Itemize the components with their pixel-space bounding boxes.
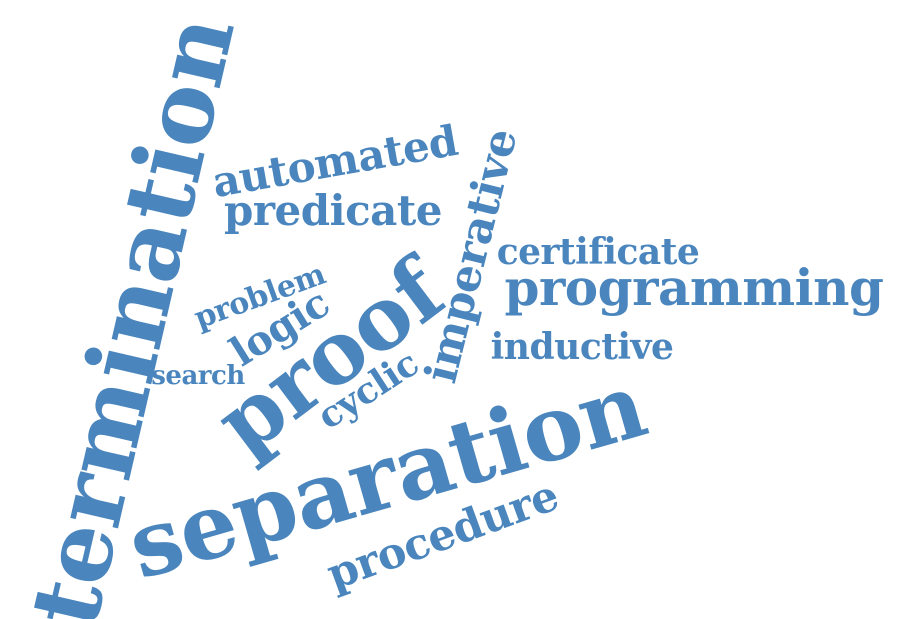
word-programming: programming [504,258,884,317]
word-inductive: inductive [490,326,674,368]
word-certificate: certificate [496,231,700,273]
word-predicate: predicate [224,186,442,235]
word-search: search [151,361,245,391]
